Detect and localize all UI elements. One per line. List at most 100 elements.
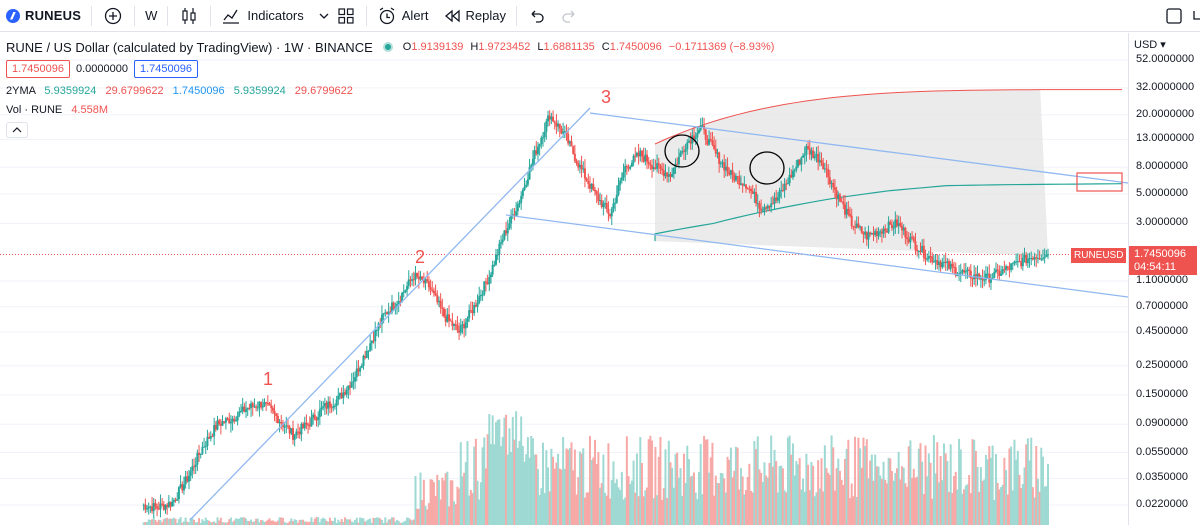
candle-body bbox=[761, 209, 764, 211]
square-icon bbox=[1166, 7, 1182, 24]
candle-body bbox=[461, 324, 464, 326]
ma-line bbox=[654, 183, 1123, 242]
price-axis[interactable] bbox=[1128, 33, 1200, 525]
volume-bar bbox=[692, 472, 695, 525]
chevron-up-icon bbox=[12, 127, 22, 133]
volume-bar bbox=[533, 454, 536, 525]
indicator-ma-row[interactable]: 2YMA 5.9359924 29.6799622 1.7450096 5.93… bbox=[6, 85, 353, 97]
candle-body bbox=[736, 175, 739, 177]
chart-legend: RUNE / US Dollar (calculated by TradingV… bbox=[6, 38, 778, 56]
volume-bar bbox=[850, 483, 853, 525]
candle-body bbox=[159, 503, 162, 510]
volume-bar bbox=[448, 506, 451, 525]
volume-bar bbox=[694, 492, 697, 525]
candle-body bbox=[322, 406, 325, 408]
volume-bar bbox=[775, 461, 778, 525]
candle-body bbox=[763, 207, 766, 210]
volume-bar bbox=[342, 521, 345, 525]
volume-bar bbox=[793, 475, 796, 525]
volume-bar bbox=[501, 436, 504, 525]
candle-body bbox=[924, 257, 927, 260]
candle-body bbox=[902, 227, 905, 231]
volume-bar bbox=[162, 519, 165, 525]
candle-body bbox=[733, 174, 736, 181]
candle-body bbox=[241, 406, 244, 411]
volume-bar bbox=[976, 466, 979, 525]
volume-bar bbox=[218, 520, 221, 525]
volume-bar bbox=[812, 465, 815, 525]
candle-body bbox=[1047, 254, 1049, 256]
layout-button[interactable] bbox=[1193, 0, 1200, 32]
candle-body bbox=[906, 237, 909, 240]
volume-bar bbox=[696, 499, 699, 525]
candle-body bbox=[370, 340, 373, 344]
candle-body bbox=[495, 254, 498, 265]
candle-body bbox=[709, 138, 712, 141]
redo-button[interactable] bbox=[559, 0, 579, 32]
compare-button[interactable] bbox=[102, 0, 124, 32]
currency-selector[interactable]: USD ▾ bbox=[1134, 39, 1166, 51]
volume-bar bbox=[384, 517, 387, 525]
volume-bar bbox=[718, 483, 721, 525]
candle-body bbox=[753, 192, 756, 194]
candle-body bbox=[540, 137, 543, 145]
volume-bar bbox=[840, 479, 843, 525]
volume-bar bbox=[469, 489, 472, 525]
candle-body bbox=[333, 405, 336, 407]
candle-body bbox=[474, 304, 477, 307]
price-chart[interactable]: 1 2 3 bbox=[0, 33, 1128, 525]
undo-button[interactable] bbox=[527, 0, 547, 32]
volume-bar bbox=[936, 442, 939, 525]
volume-bar bbox=[1043, 486, 1046, 525]
volume-bar bbox=[654, 446, 657, 525]
volume-bar bbox=[234, 518, 237, 525]
volume-bar bbox=[632, 460, 635, 525]
candle-body bbox=[604, 203, 607, 205]
wave-trendline bbox=[189, 107, 591, 521]
candle-body bbox=[993, 271, 996, 278]
volume-name: Vol · RUNE bbox=[6, 104, 63, 116]
fullscreen-button[interactable] bbox=[1165, 0, 1183, 32]
candle-body bbox=[503, 230, 506, 240]
volume-bar bbox=[367, 519, 370, 525]
volume-bar bbox=[409, 519, 412, 525]
volume-bar bbox=[337, 519, 340, 525]
chart-type-button[interactable] bbox=[178, 0, 200, 32]
candle-body bbox=[563, 131, 566, 133]
candle-body bbox=[845, 208, 848, 215]
candle-body bbox=[350, 382, 353, 388]
candle-body bbox=[948, 261, 951, 269]
volume-bar bbox=[929, 462, 932, 525]
volume-bar bbox=[931, 498, 934, 525]
price-axis-tick: 0.0350000 bbox=[1136, 471, 1188, 484]
volume-bar bbox=[716, 482, 719, 525]
indicators-button[interactable]: Indicators bbox=[221, 0, 329, 32]
candle-body bbox=[399, 301, 402, 303]
volume-bar bbox=[953, 475, 956, 525]
replay-button[interactable]: Replay bbox=[443, 0, 506, 32]
sell-price-box[interactable]: 1.7450096 bbox=[6, 60, 70, 78]
volume-bar bbox=[436, 474, 439, 525]
divider bbox=[365, 5, 367, 26]
volume-bar bbox=[624, 497, 627, 525]
candle-body bbox=[679, 152, 682, 157]
candle-body bbox=[922, 245, 925, 258]
interval-button[interactable]: W bbox=[145, 0, 157, 32]
indicator-volume-row[interactable]: Vol · RUNE 4.558M bbox=[6, 104, 108, 116]
candle-body bbox=[793, 169, 796, 171]
templates-button[interactable] bbox=[336, 0, 356, 32]
collapse-legend-button[interactable] bbox=[6, 122, 28, 138]
alert-button[interactable]: Alert bbox=[377, 0, 429, 32]
candle-body bbox=[1036, 258, 1039, 260]
volume-bar bbox=[877, 466, 880, 525]
buy-price-box[interactable]: 1.7450096 bbox=[134, 60, 198, 78]
candle-body bbox=[364, 355, 367, 358]
symbol-search[interactable]: RUNEUS bbox=[0, 0, 81, 32]
volume-bar bbox=[471, 493, 474, 525]
candle-body bbox=[1043, 256, 1046, 259]
volume-bar bbox=[177, 519, 180, 525]
candle-body bbox=[295, 431, 298, 436]
volume-bar bbox=[1003, 457, 1006, 525]
volume-bar bbox=[691, 475, 694, 525]
candle-body bbox=[266, 402, 269, 404]
